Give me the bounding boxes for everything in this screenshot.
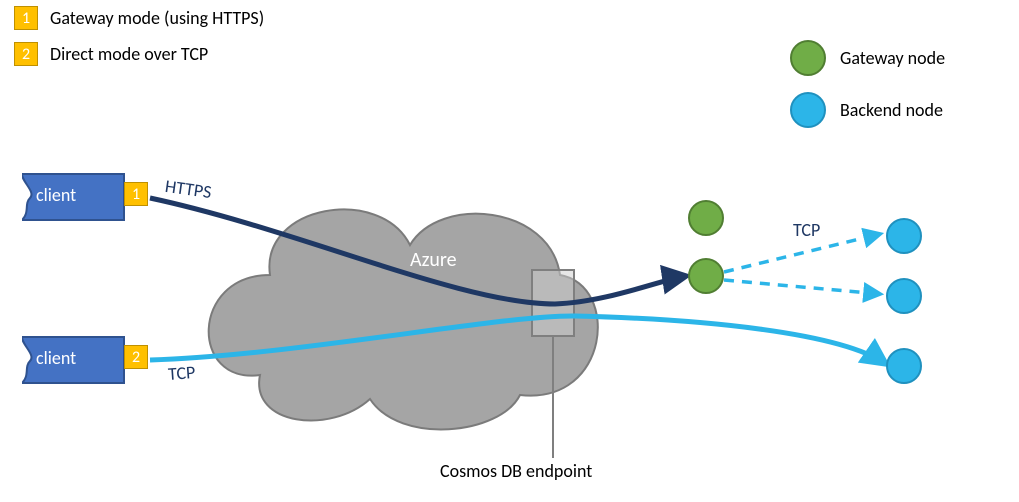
legend-mode-2: 2 Direct mode over TCP (14, 42, 208, 66)
tcp-direct-connection-line (150, 316, 886, 364)
legend-mode-1-label: Gateway mode (using HTTPS) (50, 7, 264, 29)
client-bottom-badge-icon: 2 (124, 345, 148, 369)
legend-gateway-label: Gateway node (840, 47, 945, 69)
backend-node-1 (886, 278, 922, 314)
cosmos-endpoint-label: Cosmos DB endpoint (440, 460, 592, 482)
tcp-left-label: TCP (167, 361, 196, 385)
gateway-node-0 (688, 200, 724, 236)
backend-node-0 (886, 218, 922, 254)
badge-1-icon: 1 (14, 6, 38, 30)
client-top-badge-icon: 1 (124, 182, 148, 206)
backend-node-2 (886, 348, 922, 384)
gateway-node-icon (790, 40, 826, 76)
azure-label: Azure (410, 248, 457, 272)
client-top: client 1 (22, 172, 124, 218)
cosmos-endpoint-box (532, 270, 574, 336)
legend-mode-1: 1 Gateway mode (using HTTPS) (14, 6, 264, 30)
client-bottom: client 2 (22, 335, 124, 381)
gateway-node-1 (688, 258, 724, 294)
tcp-dashed-line-2 (724, 280, 880, 294)
client-bottom-label: client (22, 335, 124, 381)
backend-node-icon (790, 92, 826, 128)
legend-backend-node: Backend node (790, 92, 943, 128)
client-top-label: client (22, 172, 124, 218)
tcp-right-label: TCP (793, 219, 820, 241)
https-label: HTTPS (164, 175, 213, 203)
legend-backend-label: Backend node (840, 99, 943, 121)
badge-2-icon: 2 (14, 42, 38, 66)
legend-gateway-node: Gateway node (790, 40, 945, 76)
legend-mode-2-label: Direct mode over TCP (50, 43, 208, 65)
azure-cloud (209, 209, 598, 429)
